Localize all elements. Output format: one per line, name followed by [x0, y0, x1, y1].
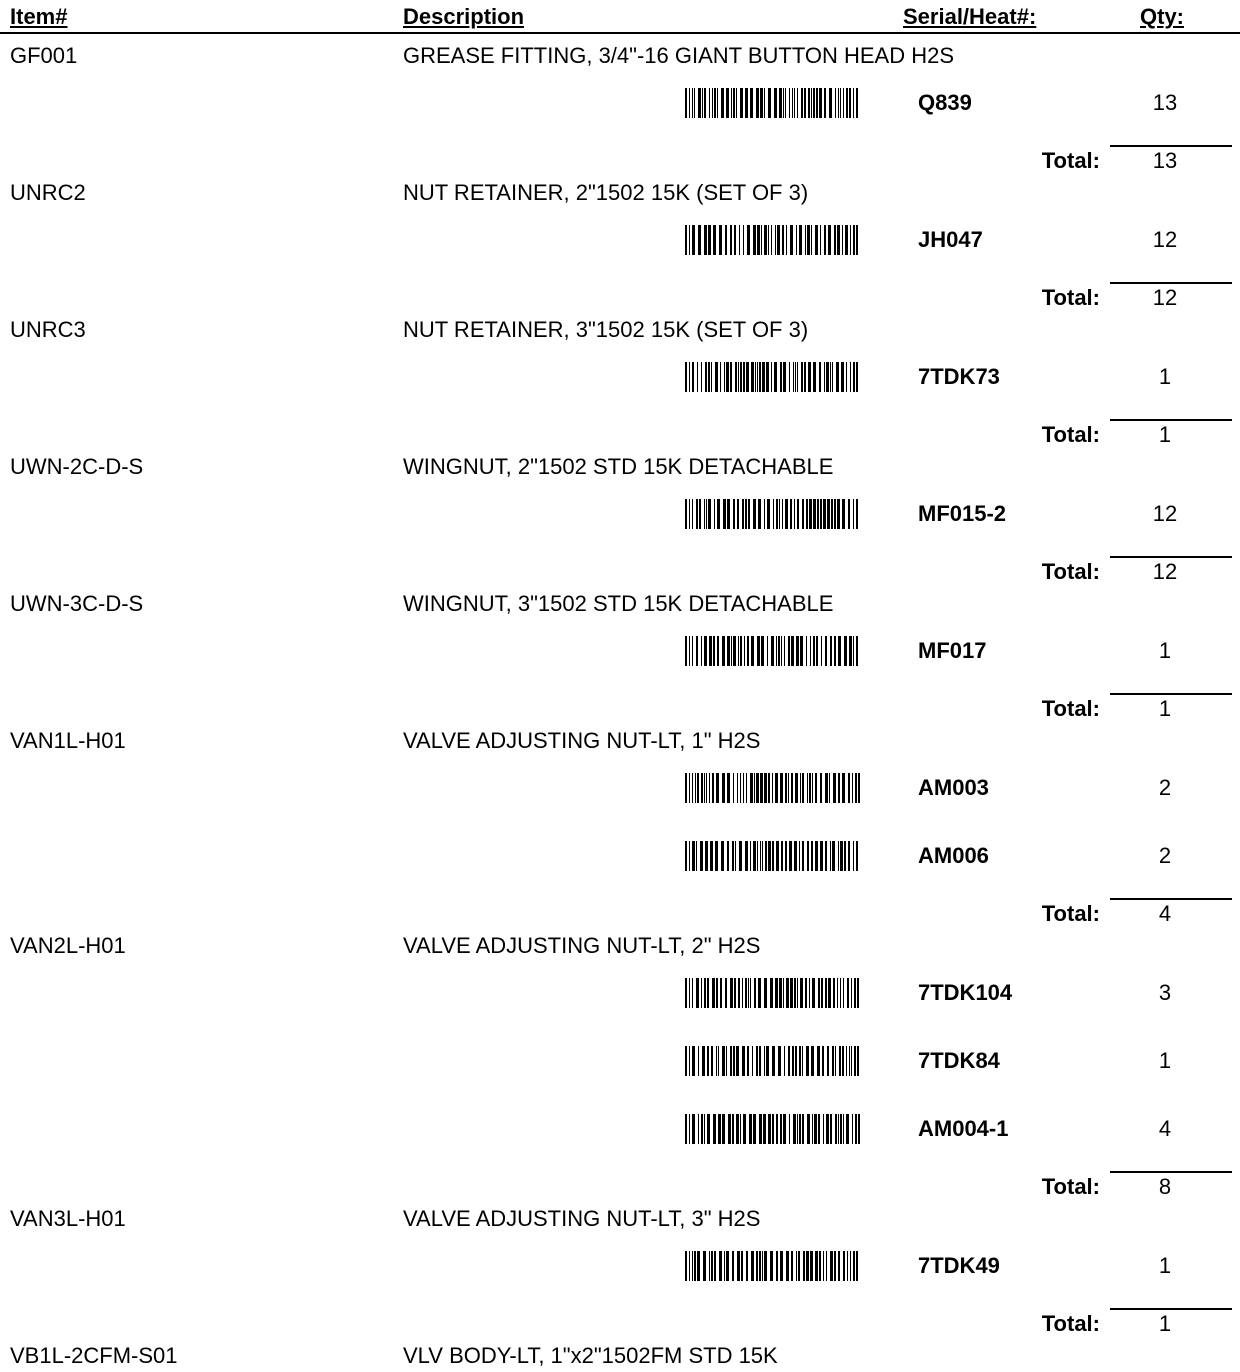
- header-rule: [0, 32, 1240, 34]
- item-description: GREASE FITTING, 3/4"-16 GIANT BUTTON HEA…: [403, 43, 954, 68]
- item-code: UWN-3C-D-S: [10, 591, 144, 616]
- total-label: Total:: [1041, 1174, 1100, 1199]
- total-label: Total:: [1041, 422, 1100, 447]
- total-quantity: 12: [1152, 559, 1178, 584]
- serial-number: AM006: [918, 843, 989, 868]
- item-code: UWN-2C-D-S: [10, 454, 144, 479]
- item-description: WINGNUT, 2"1502 STD 15K DETACHABLE: [403, 454, 834, 479]
- line-quantity: 4: [1158, 1116, 1172, 1141]
- total-rule: [1110, 556, 1232, 558]
- total-quantity: 12: [1152, 285, 1178, 310]
- line-quantity: 1: [1158, 638, 1172, 663]
- barcode-image: [685, 88, 858, 118]
- item-code: GF001: [10, 43, 78, 68]
- serial-number: 7TDK73: [918, 364, 1000, 389]
- serial-number: 7TDK84: [918, 1048, 1000, 1073]
- barcode-image: [685, 636, 858, 666]
- serial-number: 7TDK104: [918, 980, 1013, 1005]
- total-label: Total:: [1041, 696, 1100, 721]
- total-label: Total:: [1041, 1311, 1100, 1336]
- total-quantity: 13: [1152, 148, 1178, 173]
- total-quantity: 8: [1158, 1174, 1172, 1199]
- barcode-image: [685, 1114, 860, 1144]
- serial-number: AM004-1: [918, 1116, 1009, 1141]
- total-rule: [1110, 898, 1232, 900]
- total-quantity: 1: [1158, 422, 1172, 447]
- total-label: Total:: [1041, 559, 1100, 584]
- barcode-image: [685, 362, 858, 392]
- item-description: NUT RETAINER, 3"1502 15K (SET OF 3): [403, 317, 809, 342]
- item-code: VAN1L-H01: [10, 728, 126, 753]
- item-code: VAN2L-H01: [10, 933, 126, 958]
- serial-number: AM003: [918, 775, 989, 800]
- total-quantity: 1: [1158, 1311, 1172, 1336]
- line-quantity: 3: [1158, 980, 1172, 1005]
- line-quantity: 12: [1152, 501, 1178, 526]
- description-column-header: Description: [403, 4, 525, 29]
- total-rule: [1110, 693, 1232, 695]
- barcode-image: [685, 773, 860, 803]
- item-column-header: Item#: [10, 4, 68, 29]
- serial-number: MF017: [918, 638, 987, 663]
- line-quantity: 12: [1152, 227, 1178, 252]
- serial-column-header: Serial/Heat#:: [903, 4, 1037, 29]
- line-quantity: 2: [1158, 775, 1172, 800]
- barcode-image: [685, 225, 858, 255]
- total-quantity: 4: [1158, 901, 1172, 926]
- item-description: VALVE ADJUSTING NUT-LT, 2" H2S: [403, 933, 761, 958]
- line-quantity: 1: [1158, 1253, 1172, 1278]
- serial-number: Q839: [918, 90, 972, 115]
- line-quantity: 13: [1152, 90, 1178, 115]
- total-label: Total:: [1041, 148, 1100, 173]
- item-description: WINGNUT, 3"1502 STD 15K DETACHABLE: [403, 591, 834, 616]
- item-code: VB1L-2CFM-S01: [10, 1343, 178, 1368]
- item-code: VAN3L-H01: [10, 1206, 126, 1231]
- item-description: VLV BODY-LT, 1"x2"1502FM STD 15K: [403, 1343, 778, 1368]
- total-rule: [1110, 282, 1232, 284]
- barcode-image: [685, 1251, 858, 1281]
- total-label: Total:: [1041, 285, 1100, 310]
- total-rule: [1110, 1171, 1232, 1173]
- item-code: UNRC2: [10, 180, 86, 205]
- serial-number: 7TDK49: [918, 1253, 1000, 1278]
- barcode-image: [685, 1046, 859, 1076]
- total-rule: [1110, 419, 1232, 421]
- total-rule: [1110, 145, 1232, 147]
- line-quantity: 1: [1158, 1048, 1172, 1073]
- serial-number: MF015-2: [918, 501, 1007, 526]
- barcode-image: [685, 499, 858, 529]
- item-description: VALVE ADJUSTING NUT-LT, 3" H2S: [403, 1206, 761, 1231]
- barcode-image: [685, 841, 858, 871]
- item-description: VALVE ADJUSTING NUT-LT, 1" H2S: [403, 728, 761, 753]
- line-quantity: 1: [1158, 364, 1172, 389]
- total-quantity: 1: [1158, 696, 1172, 721]
- item-description: NUT RETAINER, 2"1502 15K (SET OF 3): [403, 180, 809, 205]
- total-rule: [1110, 1308, 1232, 1310]
- barcode-image: [685, 978, 859, 1008]
- total-label: Total:: [1041, 901, 1100, 926]
- serial-number: JH047: [918, 227, 983, 252]
- item-code: UNRC3: [10, 317, 86, 342]
- qty-column-header: Qty:: [1140, 4, 1184, 29]
- line-quantity: 2: [1158, 843, 1172, 868]
